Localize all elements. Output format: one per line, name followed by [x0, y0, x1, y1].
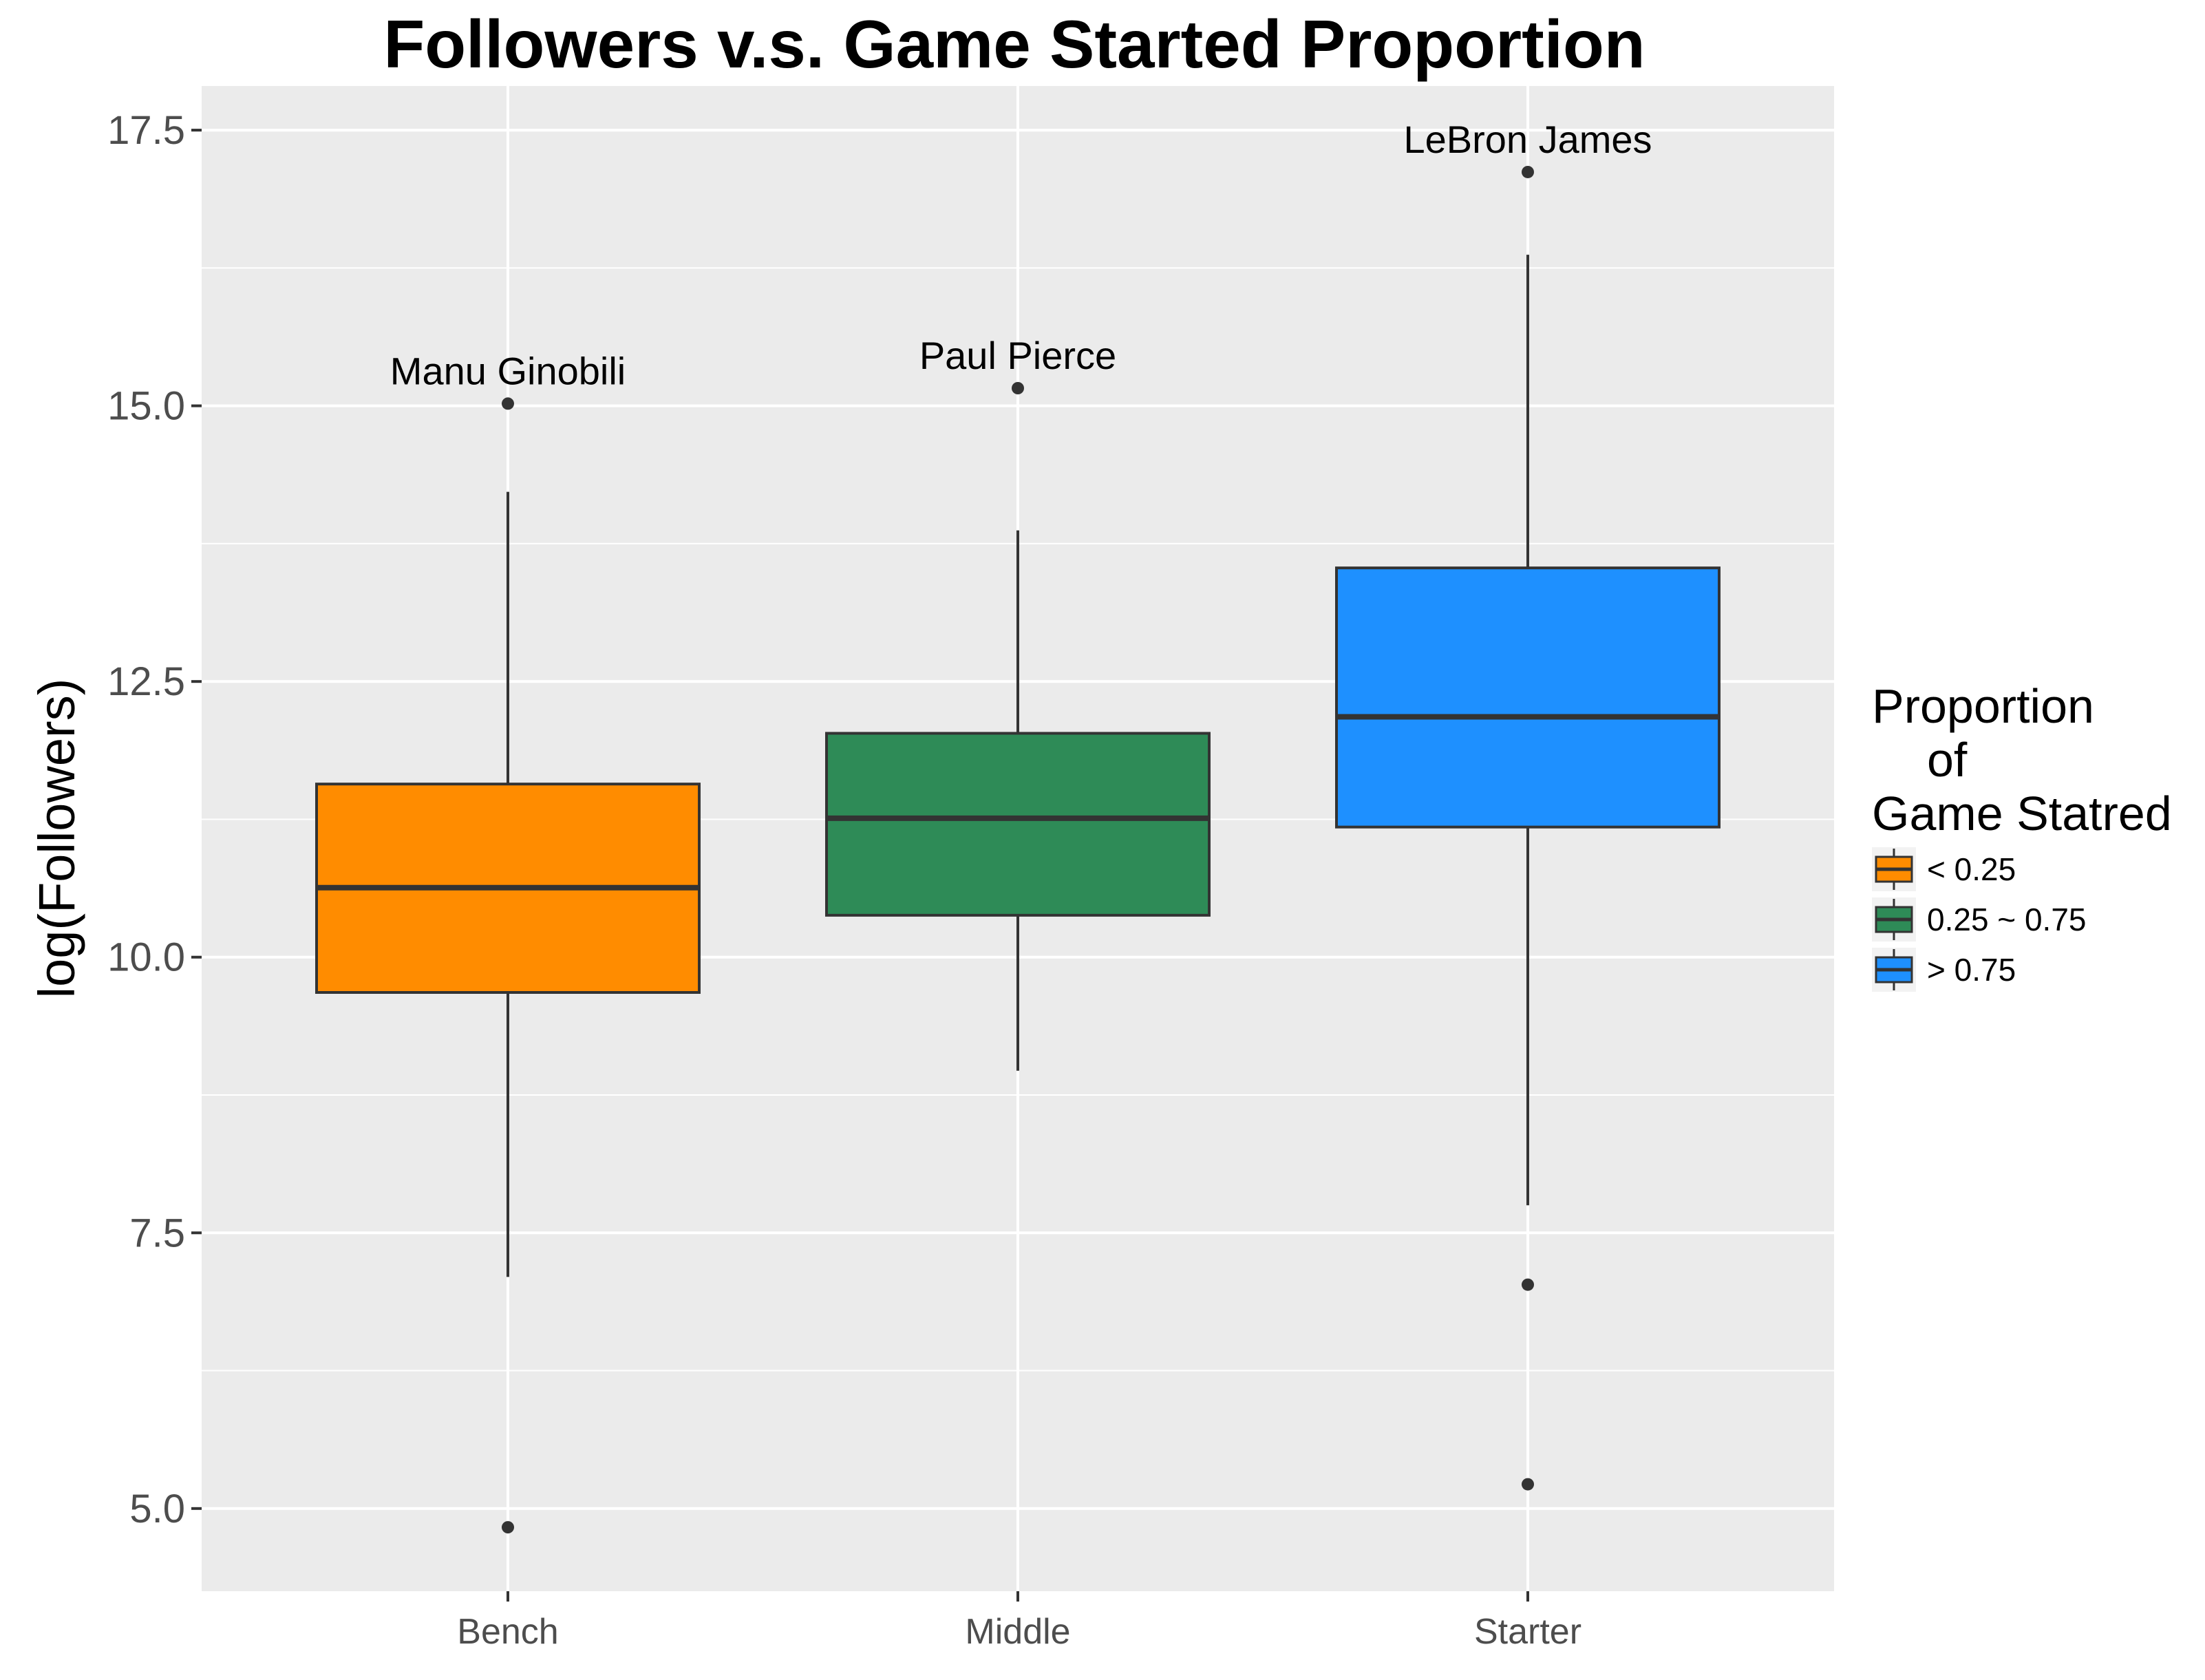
legend-title-line-3: Game Statred: [1872, 787, 2172, 840]
y-tick-label: 5.0: [129, 1487, 185, 1531]
boxplot-starter: LeBron James: [1335, 118, 1721, 1491]
y-tick-label: 12.5: [107, 659, 185, 704]
box: [1335, 566, 1721, 829]
legend: Proportion of Game Statred < 0.25 0.25 ~ …: [1872, 679, 2172, 992]
y-tick-label: 15.0: [107, 384, 185, 429]
y-tick-label: 7.5: [129, 1211, 185, 1255]
legend-label: 0.25 ~ 0.75: [1927, 902, 2086, 937]
boxplot-bench: Manu Ginobili: [315, 349, 701, 1534]
outlier-point: [502, 397, 514, 410]
box: [825, 732, 1211, 917]
outlier-point: [1012, 382, 1024, 395]
y-tick-label: 17.5: [107, 108, 185, 153]
x-axis: Bench Middle Starter: [457, 1591, 1581, 1652]
legend-label: < 0.25: [1927, 851, 2016, 887]
outlier-point: [1522, 1278, 1534, 1291]
y-axis: 5.0 7.5 10.0 12.5 15.0 17.5: [107, 108, 202, 1531]
legend-title-line-1: Proportion: [1872, 679, 2094, 733]
legend-item: 0.25 ~ 0.75: [1872, 897, 2086, 942]
chart-title: Followers v.s. Game Started Proportion: [383, 6, 1645, 82]
outlier-point: [1522, 165, 1534, 178]
x-tick-label: Middle: [965, 1612, 1070, 1652]
legend-item: < 0.25: [1872, 847, 2016, 891]
x-tick-label: Bench: [457, 1612, 558, 1652]
boxplots: Manu Ginobili Paul Pierce LeBron James: [315, 118, 1721, 1534]
y-tick-label: 10.0: [107, 935, 185, 980]
outlier-annotation: Paul Pierce: [919, 334, 1116, 377]
legend-item: > 0.75: [1872, 948, 2016, 992]
outlier-annotation: LeBron James: [1403, 118, 1652, 161]
legend-title-line-2: of: [1927, 733, 1968, 787]
outlier-annotation: Manu Ginobili: [390, 349, 626, 392]
boxplot-middle: Paul Pierce: [825, 334, 1211, 1071]
legend-label: > 0.75: [1927, 952, 2016, 988]
legend-items: < 0.25 0.25 ~ 0.75 > 0.75: [1872, 847, 2086, 992]
outlier-point: [502, 1521, 514, 1534]
y-axis-label: log(Followers): [28, 679, 85, 999]
x-tick-label: Starter: [1474, 1612, 1581, 1652]
outlier-point: [1522, 1478, 1534, 1491]
